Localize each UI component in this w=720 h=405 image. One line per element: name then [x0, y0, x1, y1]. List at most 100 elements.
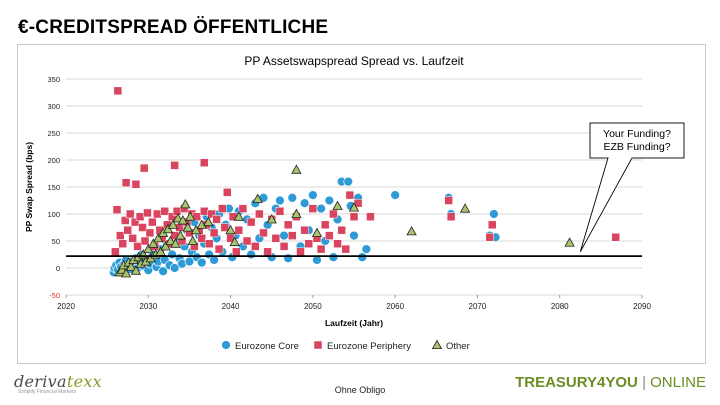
- data-point: [320, 220, 330, 230]
- chart-title: PP Assetswapspread Spread vs. Laufzeit: [244, 54, 464, 68]
- data-point: [196, 219, 207, 229]
- footer-disclaimer: Ohne Obligo: [334, 385, 386, 395]
- data-point: [199, 207, 209, 216]
- legend-marker: [431, 339, 443, 350]
- data-point: [485, 232, 495, 242]
- data-point: [177, 215, 189, 225]
- data-point: [214, 244, 224, 254]
- data-point: [121, 178, 131, 187]
- logo-accent: texx: [66, 372, 103, 391]
- data-point: [128, 234, 137, 243]
- data-point: [251, 242, 260, 251]
- data-point: [143, 208, 152, 218]
- data-point: [232, 247, 241, 257]
- data-point: [489, 209, 499, 219]
- data-point: [139, 163, 149, 173]
- data-point: [279, 230, 289, 241]
- data-point: [337, 225, 346, 235]
- data-point: [246, 217, 256, 227]
- derivatexx-logo: derivatexx Simplify Financial Markets: [14, 372, 102, 395]
- data-point: [348, 202, 360, 212]
- data-point: [187, 235, 198, 246]
- callout-text: Your Funding?: [603, 128, 671, 140]
- data-point: [343, 176, 354, 187]
- data-point: [299, 198, 310, 209]
- y-tick-label: 350: [47, 75, 60, 84]
- data-point: [123, 225, 132, 235]
- data-point: [220, 223, 230, 232]
- data-point: [145, 228, 155, 238]
- y-tick-label: 100: [47, 210, 60, 219]
- data-point: [111, 247, 120, 257]
- data-point: [308, 204, 318, 213]
- data-point: [125, 261, 137, 271]
- data-point: [135, 212, 145, 221]
- y-tick-label: 150: [47, 183, 60, 192]
- data-point: [182, 222, 193, 232]
- data-point: [238, 204, 248, 213]
- data-point: [218, 204, 227, 213]
- data-point: [349, 230, 359, 241]
- brand-main: TREASURY4YOU: [515, 374, 638, 391]
- data-point: [325, 231, 334, 240]
- data-point: [234, 225, 244, 235]
- x-tick-label: 2080: [551, 302, 569, 311]
- x-tick-label: 2040: [222, 302, 240, 311]
- data-point: [160, 207, 169, 216]
- brand-label: TREASURY4YOU | ONLINE: [515, 374, 706, 391]
- x-tick-label: 2030: [139, 302, 157, 311]
- data-point: [158, 266, 168, 277]
- legend-marker: [313, 340, 323, 350]
- brand-separator: |: [642, 374, 646, 391]
- legend-label: Eurozone Core: [235, 341, 299, 352]
- data-point: [283, 253, 294, 264]
- data-point: [263, 247, 272, 257]
- data-point: [160, 241, 171, 251]
- y-tick-label: 300: [47, 102, 60, 111]
- legend-marker: [221, 340, 231, 350]
- data-point: [357, 252, 368, 263]
- data-point: [130, 217, 140, 227]
- data-point: [279, 242, 289, 251]
- data-point: [271, 234, 281, 243]
- data-point: [366, 212, 375, 221]
- data-point: [167, 219, 179, 229]
- data-point: [406, 225, 417, 236]
- slide-title: €-CREDITSPREAD ÖFFENTLICHE: [18, 17, 329, 38]
- data-point: [165, 235, 176, 246]
- scatter-chart: PP Assetswapspread Spread vs. Laufzeit -5…: [24, 54, 685, 352]
- x-tick-label: 2060: [386, 302, 404, 311]
- data-point: [252, 193, 263, 203]
- data-point: [131, 180, 141, 189]
- data-point: [564, 237, 575, 247]
- data-point: [143, 243, 154, 254]
- data-point: [487, 220, 497, 230]
- y-tick-label: 250: [47, 129, 60, 138]
- data-point: [172, 212, 184, 223]
- legend-label: Eurozone Periphery: [327, 341, 411, 352]
- data-point: [116, 231, 125, 240]
- legend-label: Other: [446, 341, 470, 352]
- data-point: [259, 228, 268, 238]
- data-point: [229, 236, 240, 247]
- x-tick-label: 2090: [633, 302, 651, 311]
- data-point: [190, 224, 202, 235]
- data-point: [233, 211, 244, 221]
- data-point: [138, 223, 147, 232]
- data-point: [172, 207, 182, 216]
- data-point: [275, 207, 285, 216]
- data-point: [133, 242, 142, 251]
- x-tick-label: 2070: [469, 302, 487, 311]
- data-point: [203, 216, 214, 227]
- callout-pointer: [579, 157, 633, 253]
- data-point: [329, 209, 338, 219]
- chart-container: PP Assetswapspread Spread vs. Laufzeit -5…: [17, 44, 706, 364]
- logo-prefix: deriva: [14, 372, 67, 391]
- data-point: [308, 190, 318, 200]
- data-point: [332, 200, 343, 210]
- data-point: [390, 190, 400, 200]
- y-tick-label: -50: [49, 291, 60, 300]
- x-tick-label: 2050: [304, 302, 322, 311]
- data-point: [316, 244, 326, 254]
- x-tick-label: 2020: [57, 302, 75, 311]
